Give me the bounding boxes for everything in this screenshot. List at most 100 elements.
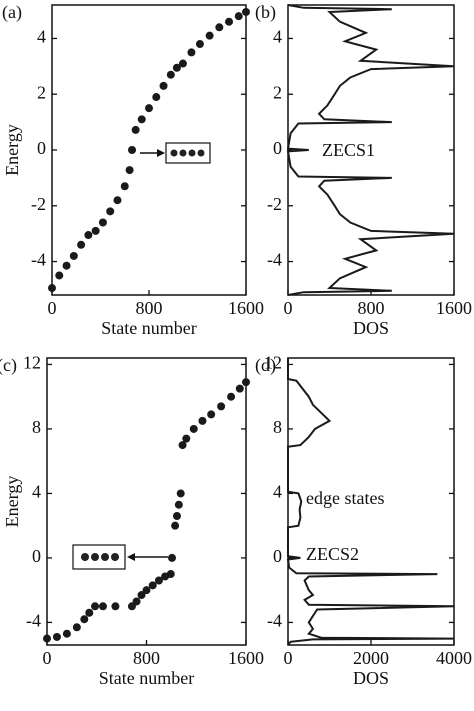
state-point [62,629,71,638]
x-axis-label: State number [101,318,196,338]
state-point [69,251,78,260]
y-axis-label: Energy [2,124,22,176]
y-tick-label: 4 [37,27,46,47]
y-tick-label: 0 [273,546,282,566]
state-point [137,115,146,124]
state-point [171,521,180,530]
state-point [189,424,198,433]
y-tick-label: 8 [273,417,282,437]
x-tick-label: 0 [43,648,52,668]
state-point [55,271,64,280]
y-tick-label: -4 [267,611,282,631]
state-point [182,434,191,443]
y-axis-label: Energy [2,476,22,528]
state-point [205,31,214,40]
state-point [148,581,157,590]
x-axis-label: State number [99,668,194,688]
y-tick-label: 0 [273,138,282,158]
x-tick-label: 0 [284,648,293,668]
annotation: ZECS1 [322,140,375,160]
annotation: edge states [306,488,384,508]
state-point [77,240,86,249]
state-point [225,17,234,26]
state-point [178,59,187,68]
x-tick-label: 2000 [353,648,389,668]
state-point [242,378,250,387]
panel-label: (d) [255,355,276,376]
dos-curve [286,4,455,296]
state-point [172,63,181,72]
y-tick-label: -4 [26,611,41,631]
y-tick-label: 0 [32,546,41,566]
state-point [159,81,168,90]
state-point [154,576,163,585]
state-point [80,615,89,624]
y-tick-label: 8 [32,417,41,437]
x-tick-label: 0 [284,298,293,318]
state-point [215,23,224,32]
state-point [132,597,141,606]
state-point [111,602,120,611]
y-tick-label: -4 [267,250,282,270]
y-tick-label: 4 [32,482,41,502]
state-point [195,40,204,49]
state-point [106,207,115,216]
y-tick-label: -2 [267,194,282,214]
annotation: ZECS2 [306,544,359,564]
state-point [166,70,175,79]
dos-curve [286,358,455,646]
state-point [176,489,185,498]
panel-label: (b) [255,2,276,23]
inset-c [72,544,168,570]
state-point [207,410,216,419]
state-point [152,93,161,102]
y-tick-label: 4 [273,482,282,502]
state-point [137,591,146,600]
state-point [142,586,151,595]
state-point [234,12,243,21]
state-point [198,416,207,425]
y-tick-label: 2 [37,82,46,102]
state-point [120,182,129,191]
x-tick-label: 800 [136,298,163,318]
state-point [98,218,107,227]
state-point [125,166,134,175]
state-point [242,7,250,16]
state-point [131,125,140,134]
state-point [187,48,196,57]
y-tick-label: -2 [31,194,46,214]
state-point [145,104,153,113]
y-tick-label: 0 [37,138,46,158]
state-point [174,500,183,509]
y-tick-label: 12 [264,353,282,373]
y-tick-label: 12 [23,353,41,373]
state-point [98,602,107,611]
state-point [85,608,94,617]
state-point [91,602,100,611]
state-point [52,632,61,641]
panel-label: (c) [0,355,17,376]
state-point [48,284,56,293]
state-point [166,570,175,579]
x-tick-label: 800 [133,648,160,668]
x-axis-label: DOS [353,318,389,338]
state-point [235,384,244,393]
state-point [84,231,93,240]
state-point [172,512,181,521]
x-tick-label: 0 [48,298,57,318]
panel-label: (a) [2,2,22,23]
state-point [43,634,51,643]
state-point [217,402,226,411]
plot-frame [51,4,247,296]
x-tick-label: 1600 [228,648,264,668]
plot-frame [46,357,247,646]
state-point [167,553,176,562]
x-tick-label: 1600 [228,298,264,318]
x-axis-label: DOS [353,668,389,688]
state-point [62,261,71,270]
x-tick-label: 800 [358,298,385,318]
state-point [72,623,81,632]
y-tick-label: 4 [273,27,282,47]
x-tick-label: 1600 [436,298,472,318]
